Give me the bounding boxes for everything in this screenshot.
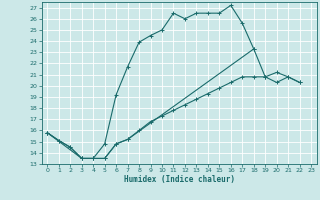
- X-axis label: Humidex (Indice chaleur): Humidex (Indice chaleur): [124, 175, 235, 184]
